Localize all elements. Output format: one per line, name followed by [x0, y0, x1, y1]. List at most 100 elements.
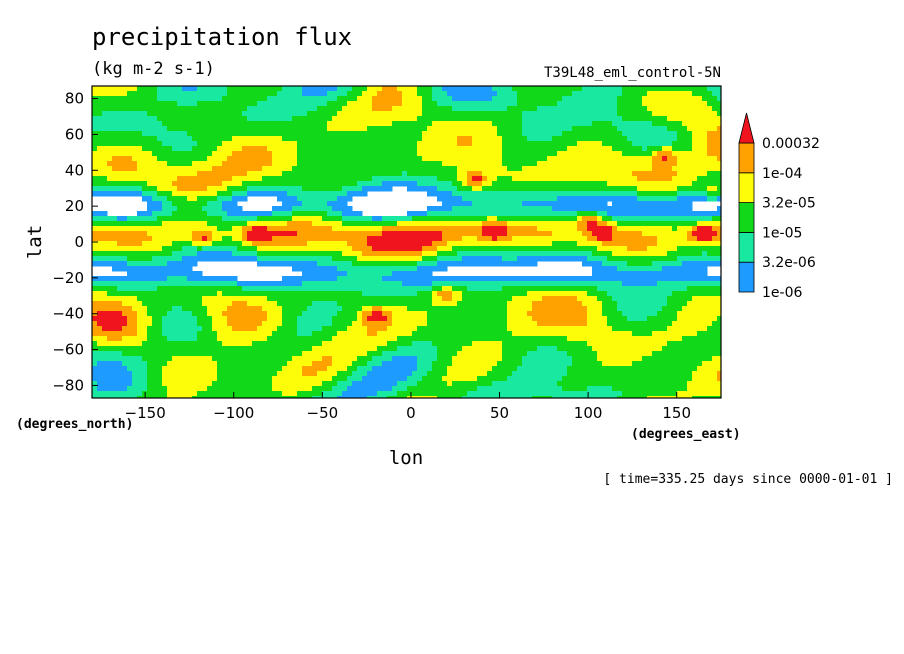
field-cell	[417, 296, 423, 302]
field-cell	[192, 141, 198, 147]
field-cell	[172, 86, 178, 92]
field-cell	[352, 256, 358, 262]
field-cell	[242, 306, 248, 312]
field-cell	[447, 346, 453, 352]
field-cell	[362, 236, 368, 242]
field-cell	[387, 141, 393, 147]
field-cell	[307, 376, 313, 382]
field-cell	[227, 276, 233, 282]
field-cell	[227, 346, 233, 352]
field-cell	[217, 356, 223, 362]
field-cell	[327, 121, 333, 127]
field-cell	[387, 306, 393, 312]
field-cell	[267, 96, 273, 102]
field-cell	[487, 136, 493, 142]
field-cell	[182, 176, 188, 182]
field-cell	[172, 136, 178, 142]
field-cell	[407, 246, 413, 252]
field-cell	[282, 151, 288, 157]
field-cell	[227, 381, 233, 387]
field-cell	[367, 271, 373, 277]
field-cell	[262, 346, 268, 352]
field-cell	[392, 141, 398, 147]
field-cell	[357, 306, 363, 312]
field-cell	[252, 86, 258, 92]
field-cell	[452, 96, 458, 102]
field-cell	[147, 396, 153, 398]
field-cell	[207, 221, 213, 227]
field-cell	[322, 256, 328, 262]
field-cell	[337, 106, 343, 112]
field-cell	[217, 136, 223, 142]
field-cell	[462, 321, 468, 327]
field-cell	[387, 341, 393, 347]
field-cell	[397, 301, 403, 307]
field-cell	[437, 216, 443, 222]
field-cell	[172, 291, 178, 297]
field-cell	[317, 336, 323, 342]
field-cell	[97, 156, 103, 162]
field-cell	[367, 356, 373, 362]
field-cell	[427, 291, 433, 297]
field-cell	[157, 246, 163, 252]
field-cell	[137, 181, 143, 187]
field-cell	[447, 161, 453, 167]
field-cell	[177, 116, 183, 122]
field-cell	[237, 341, 243, 347]
field-cell	[322, 176, 328, 182]
field-cell	[382, 161, 388, 167]
field-cell	[402, 326, 408, 332]
field-cell	[107, 126, 113, 132]
field-cell	[102, 246, 108, 252]
field-cell	[192, 356, 198, 362]
field-cell	[117, 231, 123, 237]
field-cell	[252, 376, 258, 382]
field-cell	[437, 296, 443, 302]
field-cell	[387, 101, 393, 107]
field-cell	[147, 311, 153, 317]
field-cell	[262, 321, 268, 327]
field-cell	[142, 381, 148, 387]
field-cell	[172, 366, 178, 372]
field-cell	[497, 311, 503, 317]
field-cell	[422, 266, 428, 272]
field-cell	[102, 141, 108, 147]
field-cell	[252, 136, 258, 142]
field-cell	[227, 291, 233, 297]
field-cell	[387, 346, 393, 352]
field-cell	[252, 396, 258, 398]
field-cell	[162, 346, 168, 352]
field-cell	[127, 341, 133, 347]
field-cell	[237, 96, 243, 102]
field-cell	[217, 311, 223, 317]
field-cell	[292, 256, 298, 262]
field-cell	[212, 231, 218, 237]
field-cell	[127, 331, 133, 337]
field-cell	[442, 176, 448, 182]
field-cell	[112, 251, 118, 257]
field-cell	[282, 161, 288, 167]
field-cell	[492, 256, 498, 262]
field-cell	[102, 101, 108, 107]
field-cell	[427, 156, 433, 162]
field-cell	[292, 186, 298, 192]
field-cell	[122, 96, 128, 102]
field-cell	[352, 156, 358, 162]
field-cell	[467, 111, 473, 117]
field-cell	[352, 181, 358, 187]
field-cell	[352, 346, 358, 352]
field-cell	[187, 101, 193, 107]
field-cell	[302, 131, 308, 137]
field-cell	[307, 286, 313, 292]
field-cell	[497, 346, 503, 352]
field-cell	[217, 281, 223, 287]
field-cell	[427, 301, 433, 307]
field-cell	[312, 266, 318, 272]
field-cell	[382, 221, 388, 227]
field-cell	[332, 211, 338, 217]
field-cell	[207, 231, 213, 237]
field-cell	[327, 371, 333, 377]
field-cell	[177, 271, 183, 277]
field-cell	[342, 106, 348, 112]
field-cell	[262, 256, 268, 262]
